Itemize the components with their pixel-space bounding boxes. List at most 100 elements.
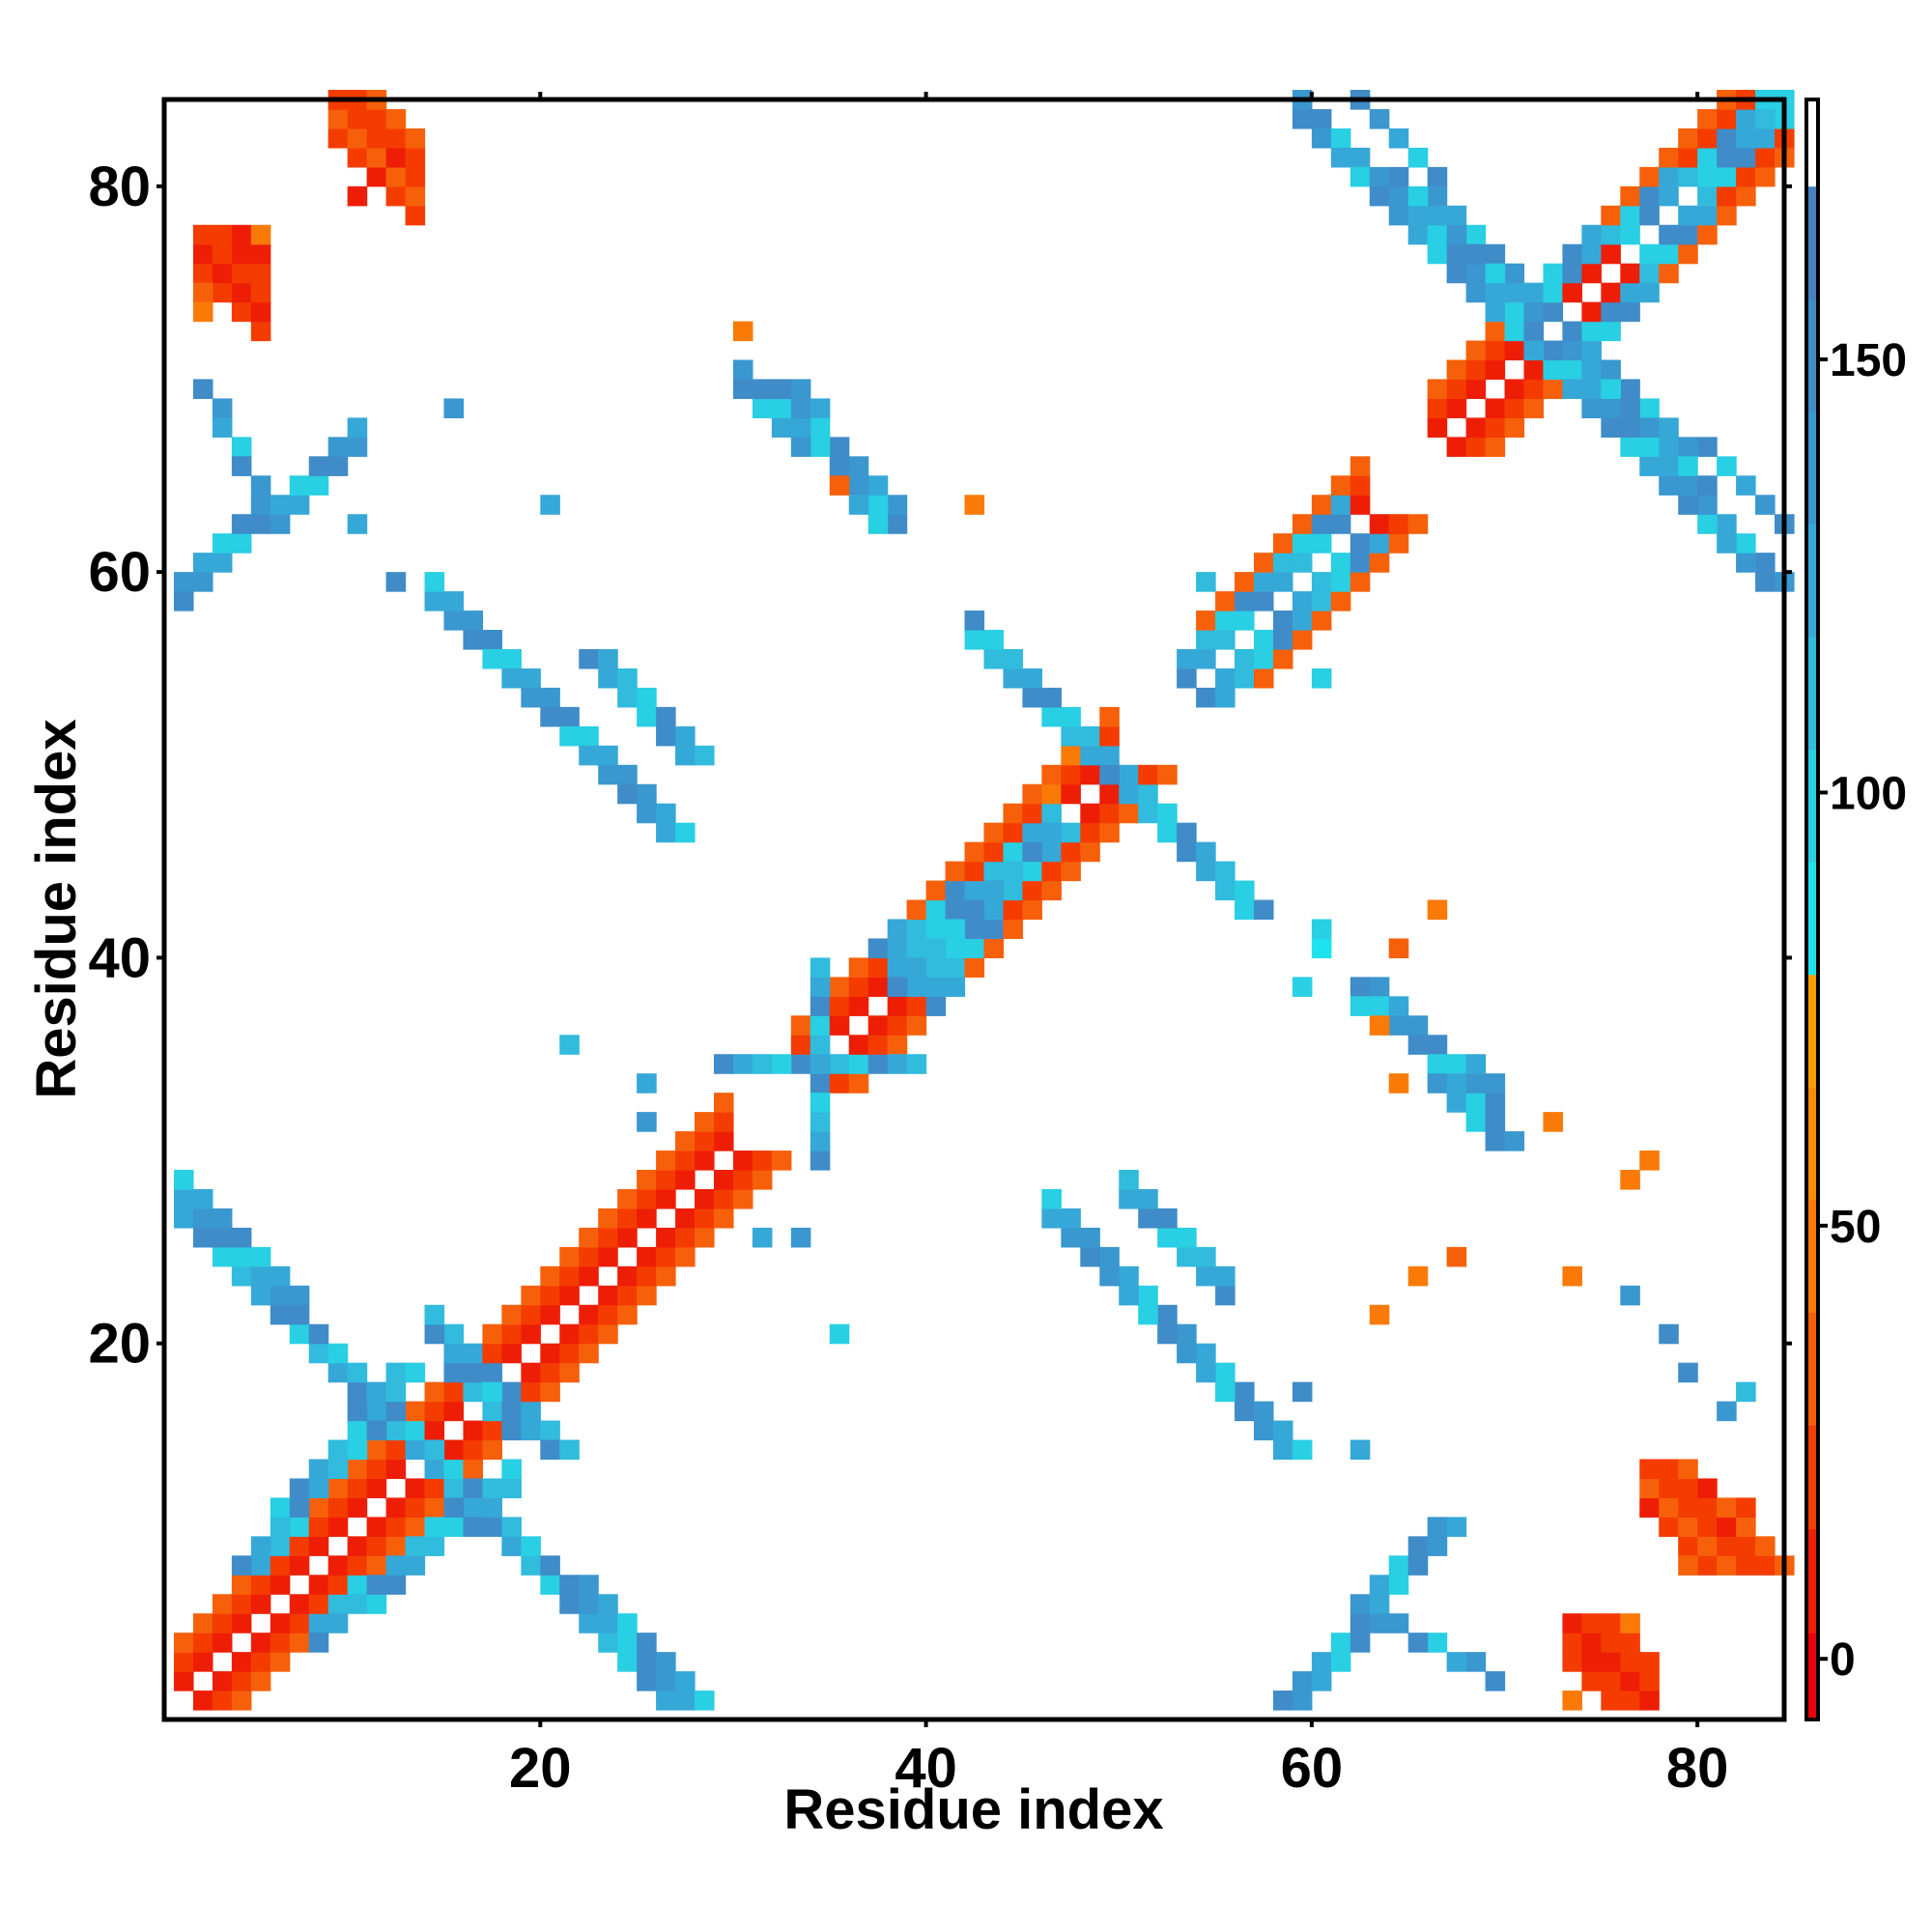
colorbar-tick-label: 50 bbox=[1830, 1202, 1881, 1253]
heatmap-cell bbox=[1138, 1208, 1158, 1229]
heatmap-cell bbox=[212, 553, 233, 573]
heatmap-cell bbox=[1601, 417, 1621, 438]
heatmap-cell bbox=[270, 1304, 291, 1325]
heatmap-cell bbox=[405, 185, 426, 207]
heatmap-cell bbox=[270, 1497, 291, 1518]
colorbar-band bbox=[1806, 1425, 1818, 1530]
heatmap-cell bbox=[925, 938, 947, 959]
heatmap-cell bbox=[1465, 1652, 1487, 1672]
heatmap-cell bbox=[1697, 1536, 1718, 1556]
heatmap-cell bbox=[1272, 533, 1293, 554]
heatmap-cell bbox=[1736, 475, 1756, 496]
heatmap-cell bbox=[521, 1304, 541, 1325]
heatmap-cell bbox=[366, 1420, 387, 1441]
heatmap-cell bbox=[1407, 1555, 1429, 1576]
heatmap-cell bbox=[1678, 1497, 1698, 1518]
heatmap-cell bbox=[1543, 1112, 1564, 1132]
heatmap-cell bbox=[308, 1633, 329, 1653]
heatmap-cell bbox=[463, 611, 484, 631]
heatmap-cell bbox=[1119, 1170, 1139, 1190]
heatmap-cell bbox=[1330, 572, 1351, 592]
heatmap-cell bbox=[1697, 205, 1718, 226]
heatmap-cell bbox=[289, 1536, 310, 1556]
heatmap-cell bbox=[945, 899, 966, 921]
heatmap-cell bbox=[1350, 977, 1371, 997]
heatmap-cell bbox=[617, 1633, 638, 1653]
colorbar-band bbox=[1806, 862, 1818, 976]
heatmap-cell bbox=[270, 1575, 291, 1595]
heatmap-cell bbox=[1138, 1304, 1158, 1325]
heatmap-cell bbox=[1446, 398, 1467, 419]
heatmap-cell bbox=[270, 1536, 291, 1556]
heatmap-cells bbox=[173, 90, 1795, 1711]
heatmap-cell bbox=[1157, 1227, 1178, 1248]
heatmap-cell bbox=[1504, 379, 1525, 400]
heatmap-cell bbox=[598, 1246, 618, 1267]
heatmap-cell bbox=[1639, 1671, 1660, 1691]
heatmap-cell bbox=[540, 1381, 560, 1403]
heatmap-cell bbox=[1485, 243, 1506, 265]
heatmap-cell bbox=[192, 1613, 213, 1634]
heatmap-cell bbox=[212, 1633, 233, 1653]
heatmap-cell bbox=[1620, 379, 1640, 400]
heatmap-cell bbox=[1311, 495, 1332, 515]
heatmap-cell bbox=[1388, 996, 1409, 1016]
heatmap-cell bbox=[1485, 1112, 1506, 1132]
heatmap-cell bbox=[192, 1208, 213, 1229]
heatmap-cell bbox=[1350, 1594, 1371, 1614]
heatmap-cell bbox=[1446, 1246, 1467, 1267]
heatmap-cell bbox=[270, 495, 291, 515]
heatmap-cell bbox=[405, 166, 426, 187]
heatmap-cell bbox=[1620, 282, 1640, 303]
heatmap-cell bbox=[1755, 572, 1776, 592]
heatmap-cell bbox=[1119, 783, 1139, 805]
heatmap-cell bbox=[925, 996, 947, 1016]
heatmap-cell bbox=[192, 1188, 213, 1209]
heatmap-cell bbox=[848, 475, 869, 496]
heatmap-cell bbox=[790, 1227, 811, 1248]
heatmap-cell bbox=[752, 379, 773, 400]
heatmap-cell bbox=[695, 1690, 715, 1711]
heatmap-cell bbox=[212, 417, 233, 438]
heatmap-cell bbox=[443, 1497, 465, 1518]
heatmap-cell bbox=[1292, 611, 1313, 631]
heatmap-cell bbox=[1504, 301, 1525, 323]
heatmap-cell bbox=[1504, 1131, 1525, 1151]
heatmap-cell bbox=[347, 128, 368, 149]
heatmap-cell bbox=[983, 880, 1005, 901]
heatmap-cell bbox=[463, 1439, 484, 1461]
heatmap-cell bbox=[1369, 533, 1390, 554]
heatmap-cell bbox=[501, 1478, 522, 1499]
heatmap-cell bbox=[1697, 495, 1718, 515]
heatmap-cell bbox=[1562, 321, 1582, 342]
heatmap-cell bbox=[1215, 1265, 1236, 1287]
heatmap-cell bbox=[1697, 224, 1718, 245]
heatmap-cell bbox=[598, 1285, 618, 1306]
heatmap-cell bbox=[385, 572, 407, 592]
heatmap-cell bbox=[1388, 1015, 1409, 1036]
heatmap-cell bbox=[579, 745, 599, 766]
heatmap-cell bbox=[482, 630, 502, 650]
heatmap-cell bbox=[1407, 1015, 1429, 1036]
heatmap-cell bbox=[521, 1323, 541, 1345]
heatmap-cell bbox=[250, 1265, 271, 1287]
heatmap-cell bbox=[308, 1594, 329, 1614]
heatmap-cell bbox=[1350, 1633, 1371, 1653]
heatmap-cell bbox=[656, 1151, 676, 1171]
heatmap-cell bbox=[1601, 1613, 1621, 1634]
heatmap-cell bbox=[501, 1323, 522, 1345]
heatmap-cell bbox=[424, 1478, 445, 1499]
heatmap-cell bbox=[887, 919, 908, 940]
heatmap-cell bbox=[501, 1304, 522, 1325]
heatmap-cell bbox=[1581, 224, 1602, 245]
heatmap-cell bbox=[212, 1246, 233, 1267]
heatmap-cell bbox=[250, 1285, 271, 1306]
heatmap-cell bbox=[945, 957, 966, 978]
heatmap-cell bbox=[385, 1536, 407, 1556]
y-tick-label: 80 bbox=[88, 156, 151, 218]
heatmap-cell bbox=[424, 1497, 445, 1518]
heatmap-cell bbox=[212, 1208, 233, 1229]
heatmap-cell bbox=[308, 1323, 329, 1345]
heatmap-cell bbox=[405, 1517, 426, 1537]
heatmap-cell bbox=[1177, 1343, 1197, 1364]
